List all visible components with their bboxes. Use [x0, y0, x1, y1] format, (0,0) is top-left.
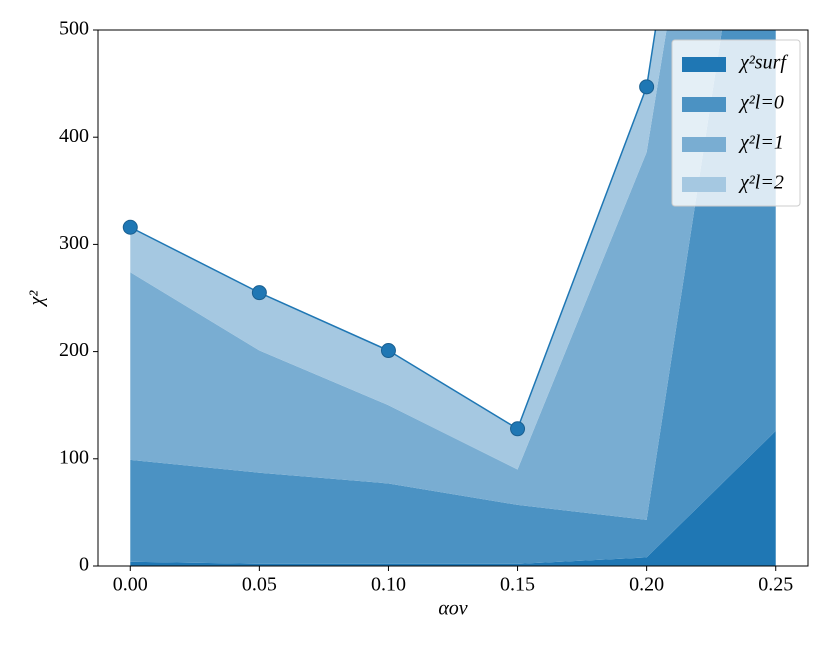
- area: [130, 30, 776, 564]
- area: [130, 430, 776, 566]
- legend-swatch: [682, 177, 726, 192]
- marker: [380, 343, 396, 359]
- total-line: [129, 30, 657, 430]
- legend-box: [671, 39, 801, 207]
- x-tick-label: 0.10: [371, 574, 406, 596]
- x-tick-label: 0.25: [758, 574, 793, 596]
- y-tick-label: 400: [59, 125, 89, 147]
- axes-frame: [97, 29, 809, 567]
- y-axis-label: χ²: [26, 290, 48, 308]
- area: [130, 30, 722, 520]
- y-tick-label: 300: [59, 232, 89, 254]
- y-tick-label: 200: [59, 339, 89, 361]
- legend-label: χ²l=1: [738, 132, 784, 154]
- marker: [251, 285, 267, 301]
- legend-label: χ²l=2: [738, 172, 784, 194]
- legend-swatch: [682, 137, 726, 152]
- area: [130, 30, 667, 470]
- x-tick-label: 0.15: [500, 574, 535, 596]
- marker: [639, 79, 655, 95]
- x-tick-label: 0.00: [113, 574, 148, 596]
- plot-area: [122, 30, 776, 566]
- legend-swatch: [682, 97, 726, 112]
- x-tick-label: 0.20: [629, 574, 664, 596]
- x-axis-label: αov: [438, 598, 467, 620]
- y-tick-label: 100: [59, 446, 89, 468]
- marker: [510, 421, 526, 437]
- marker: [122, 219, 138, 235]
- y-tick-label: 0: [79, 554, 89, 576]
- legend-label: χ²surf: [738, 52, 788, 74]
- x-tick-label: 0.05: [242, 574, 277, 596]
- legend-label: χ²l=0: [738, 92, 784, 114]
- y-tick-label: 500: [59, 18, 89, 40]
- legend-swatch: [682, 57, 726, 72]
